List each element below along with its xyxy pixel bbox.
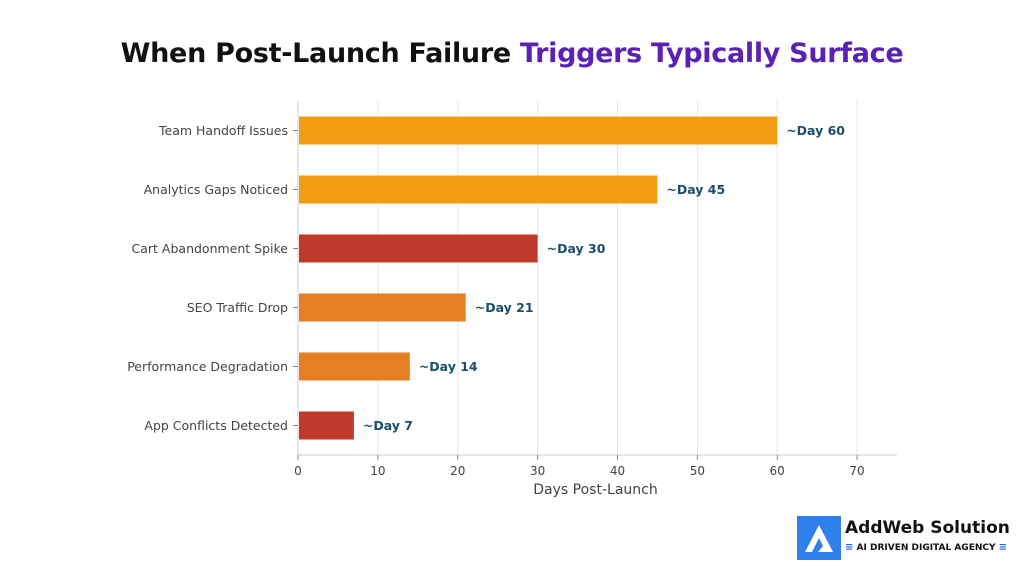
chart-title-part1: When Post-Launch Failure: [120, 38, 512, 69]
x-tick-label: 70: [849, 464, 864, 478]
category-label: Cart Abandonment Spike: [132, 241, 289, 256]
category-label: App Conflicts Detected: [144, 418, 288, 433]
data-label: ~Day 45: [666, 182, 725, 197]
bar: [299, 116, 778, 145]
category-label: Team Handoff Issues: [158, 123, 288, 138]
speed-lines-icon: ≡: [998, 542, 1008, 553]
bar: [299, 234, 538, 263]
category-label: Analytics Gaps Noticed: [144, 182, 288, 197]
speed-lines-icon: ≡: [845, 542, 854, 553]
x-tick-label: 20: [450, 464, 465, 478]
bar: [299, 293, 466, 322]
x-tick-label: 0: [294, 464, 302, 478]
x-tick-label: 50: [690, 464, 705, 478]
chart-title-part2: Triggers Typically Surface: [519, 38, 904, 69]
data-label: ~Day 14: [419, 359, 478, 374]
addweb-logo-icon: [797, 516, 841, 560]
bar: [299, 411, 354, 440]
category-label: SEO Traffic Drop: [187, 300, 288, 315]
data-label: ~Day 7: [363, 418, 413, 433]
x-axis-label: Days Post-Launch: [533, 482, 657, 498]
data-label: ~Day 21: [475, 300, 534, 315]
category-label: Performance Degradation: [127, 359, 288, 374]
brand-name: AddWeb Solution: [845, 518, 1010, 538]
chart-title: When Post-Launch Failure Triggers Typica…: [0, 38, 1024, 69]
brand-tagline-text: AI DRIVEN DIGITAL AGENCY: [856, 543, 996, 553]
brand-badge: AddWeb Solution ≡ AI DRIVEN DIGITAL AGEN…: [797, 516, 1012, 560]
data-label: ~Day 30: [547, 241, 606, 256]
x-tick-label: 10: [370, 464, 385, 478]
bar: [299, 175, 658, 204]
data-label: ~Day 60: [786, 123, 845, 138]
x-tick-label: 30: [530, 464, 545, 478]
x-tick-label: 60: [770, 464, 785, 478]
bar: [299, 352, 410, 381]
x-tick-label: 40: [610, 464, 625, 478]
brand-tagline: ≡ AI DRIVEN DIGITAL AGENCY ≡: [845, 542, 1007, 553]
